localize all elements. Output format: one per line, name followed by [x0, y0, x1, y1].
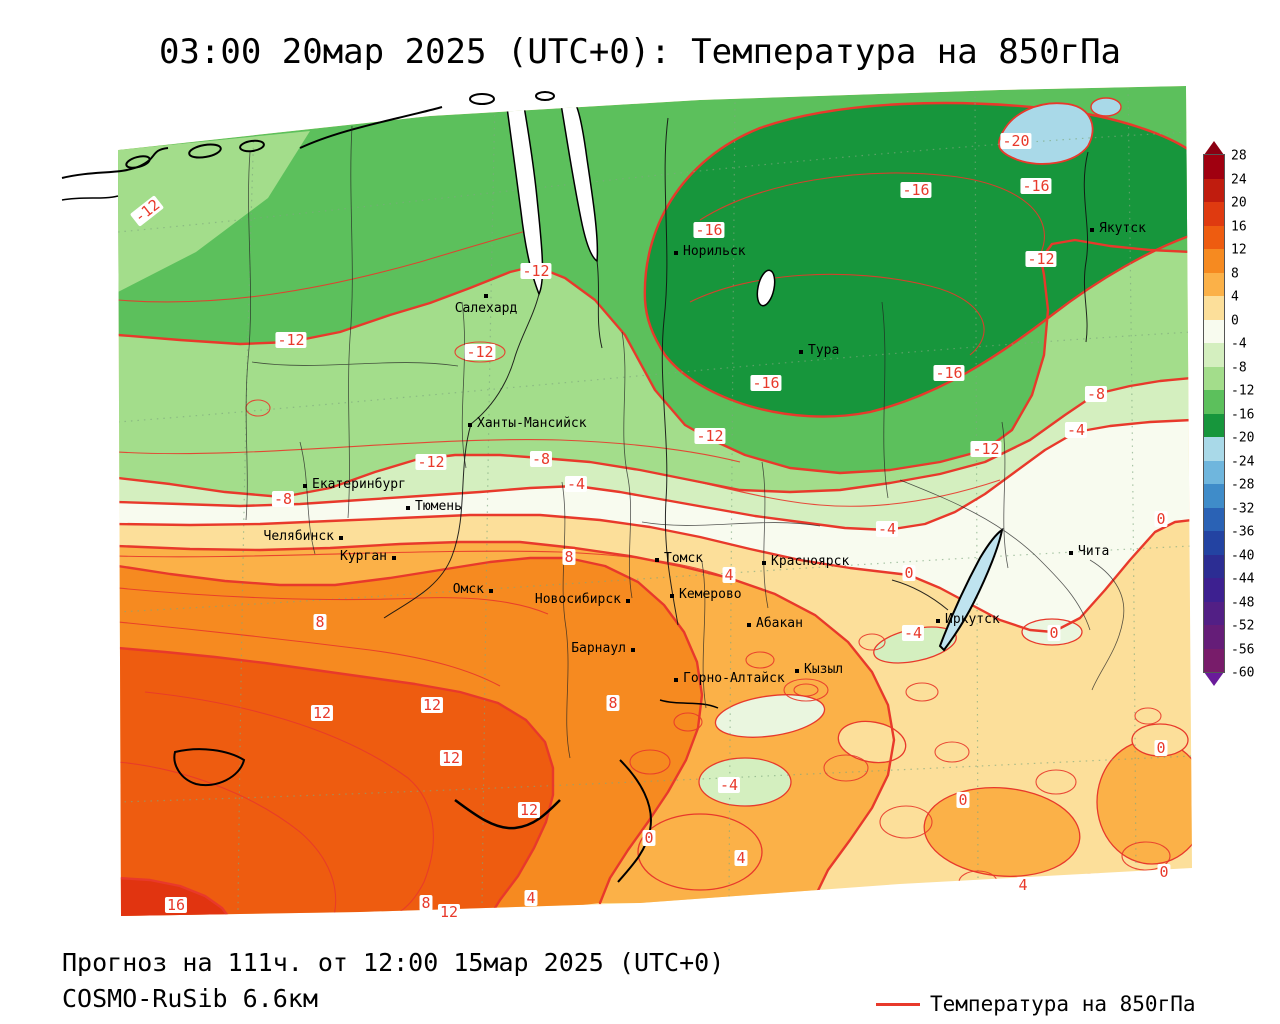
- colorbar-cell: [1204, 460, 1224, 484]
- colorbar-cell: [1204, 202, 1224, 226]
- colorbar-cell: [1204, 272, 1224, 296]
- colorbar-cell: [1204, 437, 1224, 461]
- colorbar-tick-label: -20: [1231, 430, 1255, 446]
- colorbar-tick-label: -52: [1231, 618, 1255, 634]
- colorbar-tick-label: -44: [1231, 571, 1255, 587]
- graticule-lines: [118, 87, 1192, 911]
- colorbar-cell: [1204, 296, 1224, 320]
- colorbar-tick-label: -48: [1231, 594, 1255, 610]
- colorbar-tick-label: -28: [1231, 477, 1255, 493]
- colorbar-tick-label: 8: [1231, 265, 1239, 281]
- colorbar-top-arrow: [1204, 141, 1224, 155]
- colorbar-tick-label: -60: [1231, 665, 1255, 681]
- colorbar-tick-label: -24: [1231, 453, 1255, 469]
- contour-lines-thin: [118, 172, 1171, 916]
- colorbar-cell: [1204, 601, 1224, 625]
- colorbar-cell: [1204, 578, 1224, 602]
- colorbar-tick-label: 20: [1231, 195, 1247, 211]
- forecast-info-line: Прогноз на 111ч. от 12:00 15мар 2025 (UT…: [62, 948, 725, 977]
- colorbar-cell: [1204, 413, 1224, 437]
- colorbar-tick-label: -16: [1231, 406, 1255, 422]
- colorbar-cell: [1204, 648, 1224, 672]
- colorbar-tick-label: 0: [1231, 312, 1239, 328]
- colorbar-cell: [1204, 249, 1224, 273]
- colorbar-tick-label: -40: [1231, 547, 1255, 563]
- colorbar-tick-label: 24: [1231, 171, 1247, 187]
- colorbar-cell: [1204, 178, 1224, 202]
- colorbar-cell: [1204, 484, 1224, 508]
- colorbar-cells: [1203, 154, 1225, 673]
- colorbar-tick-label: -12: [1231, 383, 1255, 399]
- colorbar-cell: [1204, 554, 1224, 578]
- colorbar-tick-label: 16: [1231, 218, 1247, 234]
- temperature-colorbar: 28 24 20 16 12 8 4 0 -4 -8 -12 -16 -20 -24 -28 -32 -36 -4…: [1203, 141, 1254, 686]
- water-shapes: [505, 99, 1004, 652]
- colorbar-tick-labels: 28 24 20 16 12 8 4 0 -4 -8 -12 -16 -20 -24 -28 -32 -36 -4…: [1231, 148, 1271, 680]
- colorbar-tick-label: -4: [1231, 336, 1247, 352]
- colorbar-cell: [1204, 390, 1224, 414]
- colorbar-bottom-arrow: [1204, 672, 1224, 686]
- colorbar-tick-label: -36: [1231, 524, 1255, 540]
- page-title: 03:00 20мар 2025 (UTC+0): Температура на…: [158, 32, 1122, 72]
- colorbar-cell: [1204, 225, 1224, 249]
- colorbar-cell: [1204, 343, 1224, 367]
- colorbar-tick-label: -56: [1231, 641, 1255, 657]
- legend-label: Температура на 850гПа: [930, 992, 1196, 1016]
- colorbar-tick-label: -8: [1231, 359, 1247, 375]
- contour-lines-thick: [118, 238, 1192, 916]
- colorbar-cell: [1204, 319, 1224, 343]
- colorbar-cell: [1204, 531, 1224, 555]
- colorbar-tick-label: 4: [1231, 289, 1239, 305]
- colorbar-cell: [1204, 155, 1224, 179]
- colorbar-tick-label: 12: [1231, 242, 1247, 258]
- colorbar-cell: [1204, 625, 1224, 649]
- colorbar-cell: [1204, 366, 1224, 390]
- legend-line-swatch: [876, 1002, 920, 1006]
- colorbar-tick-label: -32: [1231, 500, 1255, 516]
- model-info-line: COSMO-RuSib 6.6км: [62, 984, 318, 1013]
- temperature-field: [118, 86, 1192, 916]
- colorbar-tick-label: 28: [1231, 148, 1247, 164]
- geography-lines: [61, 91, 1125, 883]
- colorbar-cell: [1204, 507, 1224, 531]
- map-legend: Температура на 850гПа: [876, 992, 1196, 1016]
